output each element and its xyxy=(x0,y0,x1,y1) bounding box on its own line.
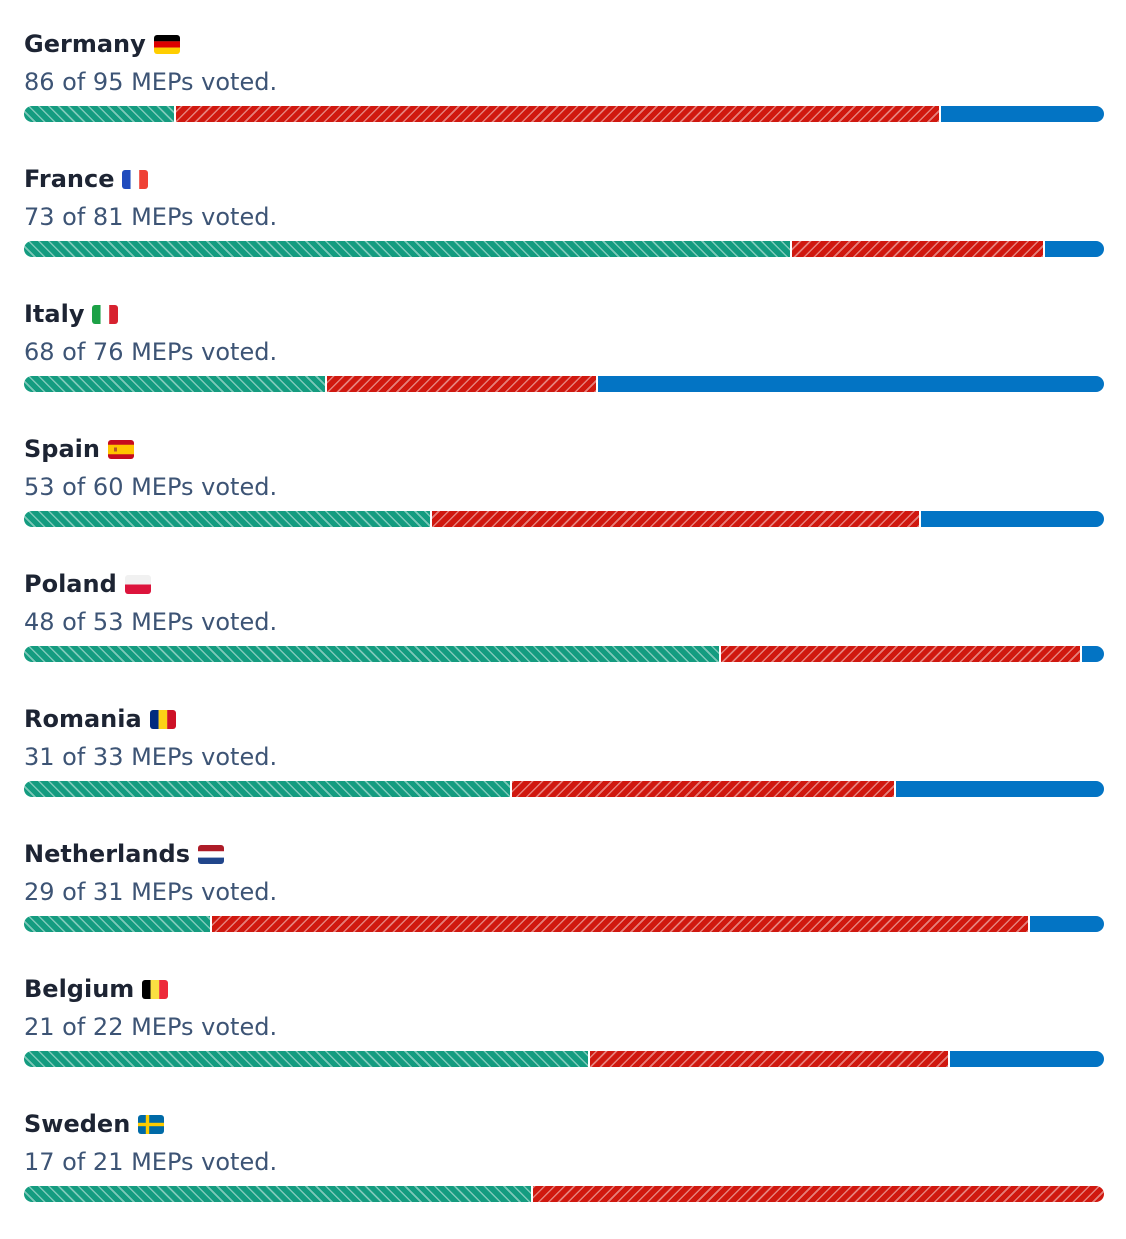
vote-bar-segment-against xyxy=(511,781,894,797)
country-row: Germany 86 of 95 MEPs voted. xyxy=(24,24,1104,159)
country-row: Italy 68 of 76 MEPs voted. xyxy=(24,294,1104,429)
country-name-label: Netherlands xyxy=(24,840,191,868)
country-name-label: Poland xyxy=(24,570,117,598)
vote-bar-segment-abstention xyxy=(1081,646,1104,662)
meps-voted-text: 86 of 95 MEPs voted. xyxy=(24,68,278,96)
country-vote-list: Germany 86 of 95 MEPs voted. France 73 of 8… xyxy=(24,24,1104,1239)
country-name: Italy xyxy=(24,294,1104,334)
vote-bar xyxy=(24,916,1104,932)
vote-bar-segment-for xyxy=(24,106,175,122)
vote-bar-segment-against xyxy=(211,916,1028,932)
country-row: Belgium 21 of 22 MEPs voted. xyxy=(24,969,1104,1104)
vote-bar-segment-for xyxy=(24,781,510,797)
country-name: Belgium xyxy=(24,969,1104,1009)
vote-bar-segment-abstention xyxy=(895,781,1104,797)
vote-bar-segment-against xyxy=(792,241,1044,257)
country-name-label: Germany xyxy=(24,30,146,58)
vote-bar-segment-against xyxy=(326,376,596,392)
meps-voted-text: 21 of 22 MEPs voted. xyxy=(24,1013,278,1041)
vote-bar xyxy=(24,1051,1104,1067)
romania-flag-icon xyxy=(149,709,176,729)
vote-bar-segment-abstention xyxy=(950,1051,1104,1067)
country-row: Romania 31 of 33 MEPs voted. xyxy=(24,699,1104,834)
vote-bar-segment-for xyxy=(24,511,431,527)
meps-voted-text: 53 of 60 MEPs voted. xyxy=(24,473,278,501)
vote-bar xyxy=(24,106,1104,122)
country-name: Romania xyxy=(24,699,1104,739)
vote-bar-segment-against xyxy=(432,511,920,527)
country-row: Spain 53 of 60 MEPs voted. xyxy=(24,429,1104,564)
vote-bar-segment-for xyxy=(24,241,791,257)
country-name: Germany xyxy=(24,24,1104,64)
country-name: France xyxy=(24,159,1104,199)
vote-bar-segment-abstention xyxy=(921,511,1104,527)
vote-bar-segment-for xyxy=(24,1186,532,1202)
vote-bar-segment-against xyxy=(533,1186,1104,1202)
vote-bar xyxy=(24,646,1104,662)
vote-bar xyxy=(24,781,1104,797)
spain-flag-icon xyxy=(107,439,134,459)
country-name-label: France xyxy=(24,165,115,193)
sweden-flag-icon xyxy=(138,1114,165,1134)
meps-voted-text: 31 of 33 MEPs voted. xyxy=(24,743,278,771)
country-name: Netherlands xyxy=(24,834,1104,874)
vote-bar-segment-against xyxy=(589,1051,949,1067)
country-name-label: Belgium xyxy=(24,975,135,1003)
country-row: Netherlands 29 of 31 MEPs voted. xyxy=(24,834,1104,969)
country-name-label: Spain xyxy=(24,435,100,463)
vote-bar xyxy=(24,241,1104,257)
belgium-flag-icon xyxy=(142,979,169,999)
vote-bar xyxy=(24,511,1104,527)
vote-bar xyxy=(24,1186,1104,1202)
meps-voted-text: 73 of 81 MEPs voted. xyxy=(24,203,278,231)
vote-bar-segment-for xyxy=(24,1051,588,1067)
vote-bar-segment-for xyxy=(24,916,210,932)
vote-bar-segment-abstention xyxy=(941,106,1104,122)
country-name-label: Italy xyxy=(24,300,85,328)
meps-voted-text: 68 of 76 MEPs voted. xyxy=(24,338,278,366)
netherlands-flag-icon xyxy=(198,844,225,864)
country-name: Spain xyxy=(24,429,1104,469)
germany-flag-icon xyxy=(153,34,180,54)
country-row: Sweden 17 of 21 MEPs voted. xyxy=(24,1104,1104,1239)
meps-voted-text: 48 of 53 MEPs voted. xyxy=(24,608,278,636)
france-flag-icon xyxy=(122,169,149,189)
country-name: Sweden xyxy=(24,1104,1104,1144)
poland-flag-icon xyxy=(124,574,151,594)
country-name-label: Romania xyxy=(24,705,142,733)
meps-voted-text: 29 of 31 MEPs voted. xyxy=(24,878,278,906)
vote-bar-segment-for xyxy=(24,376,325,392)
vote-bar xyxy=(24,376,1104,392)
vote-bar-segment-against xyxy=(720,646,1080,662)
vote-bar-segment-abstention xyxy=(597,376,1104,392)
country-name-label: Sweden xyxy=(24,1110,131,1138)
vote-bar-segment-abstention xyxy=(1045,241,1104,257)
vote-bar-segment-against xyxy=(176,106,940,122)
country-row: Poland 48 of 53 MEPs voted. xyxy=(24,564,1104,699)
country-name: Poland xyxy=(24,564,1104,604)
meps-voted-text: 17 of 21 MEPs voted. xyxy=(24,1148,278,1176)
country-row: France 73 of 81 MEPs voted. xyxy=(24,159,1104,294)
italy-flag-icon xyxy=(92,304,119,324)
vote-bar-segment-for xyxy=(24,646,719,662)
vote-bar-segment-abstention xyxy=(1029,916,1104,932)
